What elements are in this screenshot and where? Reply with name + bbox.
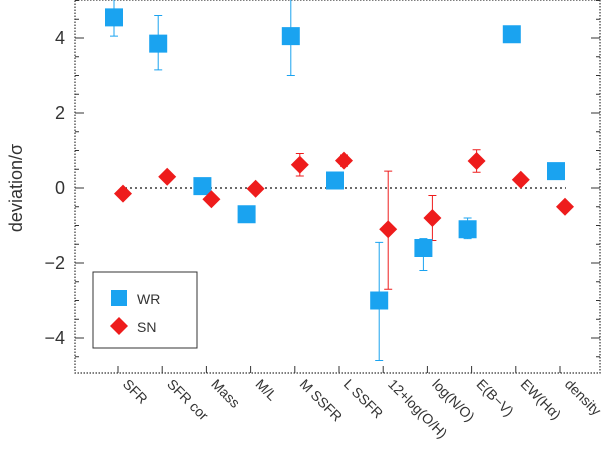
y-axis-label: deviation/σ [6, 144, 26, 232]
y-tick-label: 4 [55, 28, 65, 48]
sn-point [158, 167, 177, 186]
sn-point [423, 209, 442, 227]
wr-point [326, 171, 344, 190]
x-category-label: SFR cor [164, 376, 212, 424]
data-markers [105, 8, 574, 310]
x-category-label: SFR [120, 376, 151, 407]
sn-point [246, 179, 265, 198]
wr-point [414, 239, 433, 257]
y-tick-label: 2 [55, 103, 65, 123]
plot-frame [74, 0, 601, 374]
wr-point [237, 205, 256, 224]
wr-point [281, 27, 300, 46]
y-axis-ticks: −4 −2 0 2 4 [44, 0, 600, 373]
x-category-label: M/L [252, 376, 280, 404]
sn-point [379, 220, 398, 239]
wr-point [193, 177, 212, 196]
legend-box [92, 271, 198, 349]
wr-point [370, 291, 389, 310]
sn-point [202, 190, 221, 209]
x-category-label: E(B−V) [473, 376, 516, 419]
x-category-label: M SSFR [297, 376, 346, 425]
y-tick-label: −4 [44, 328, 65, 348]
legend-sn-marker [110, 317, 128, 335]
sn-point [290, 155, 309, 174]
x-category-label: EW(Hα) [518, 376, 565, 423]
y-tick-label: −2 [44, 253, 65, 273]
x-category-label: Mass [208, 376, 243, 411]
legend-wr-label: WR [137, 291, 160, 307]
sn-point [114, 184, 132, 203]
wr-point [149, 34, 168, 53]
wr-point [502, 25, 521, 44]
wr-point [105, 8, 123, 27]
x-category-label: L SSFR [341, 376, 387, 422]
wr-point [458, 220, 477, 239]
sn-point [556, 197, 574, 216]
sn-point [467, 152, 486, 170]
y-tick-label: 0 [55, 178, 65, 198]
legend: WR SN [92, 271, 198, 349]
x-category-label: density [562, 376, 605, 419]
sn-point [511, 170, 530, 189]
wr-point [547, 162, 565, 181]
legend-sn-label: SN [137, 319, 156, 335]
sn-point [335, 151, 353, 170]
legend-wr-marker [111, 290, 127, 306]
